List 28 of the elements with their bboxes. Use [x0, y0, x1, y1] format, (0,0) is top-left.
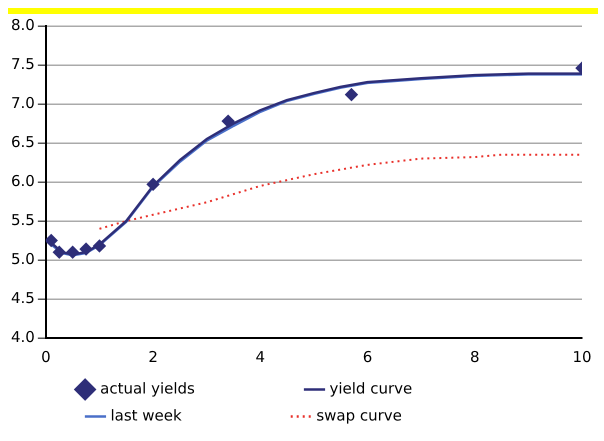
point — [344, 88, 358, 102]
y-tick-label: 8.0 — [10, 16, 35, 34]
line-series — [98, 154, 582, 230]
legend-label: actual yields — [100, 379, 295, 398]
x-tick-label: 4 — [256, 348, 266, 366]
x-tick-label: 2 — [148, 348, 158, 366]
x-tick-label: 6 — [362, 348, 372, 366]
point — [92, 239, 106, 252]
point — [146, 178, 160, 191]
y-tick-label: 7.5 — [10, 54, 35, 73]
legend-label: swap curve — [316, 406, 502, 424]
legend-label: yield curve — [329, 379, 512, 398]
y-tick-label: 6.5 — [10, 132, 35, 151]
x-tick-label: 8 — [470, 348, 480, 366]
point — [52, 246, 66, 259]
point — [80, 242, 93, 256]
legend-label: last week — [110, 406, 282, 424]
y-tick-label: 4.5 — [10, 288, 35, 307]
y-tick-label: 5.5 — [10, 210, 35, 229]
x-tick-label: 10 — [572, 348, 592, 366]
y-tick-label: 5.0 — [10, 250, 35, 268]
x-tick-label: 0 — [41, 348, 51, 366]
y-tick-label: 4.0 — [10, 328, 35, 346]
y-tick-label: 6.0 — [10, 172, 35, 190]
y-tick-label: 7.0 — [10, 94, 35, 112]
point — [222, 114, 235, 128]
point — [46, 234, 58, 247]
point — [66, 246, 80, 259]
